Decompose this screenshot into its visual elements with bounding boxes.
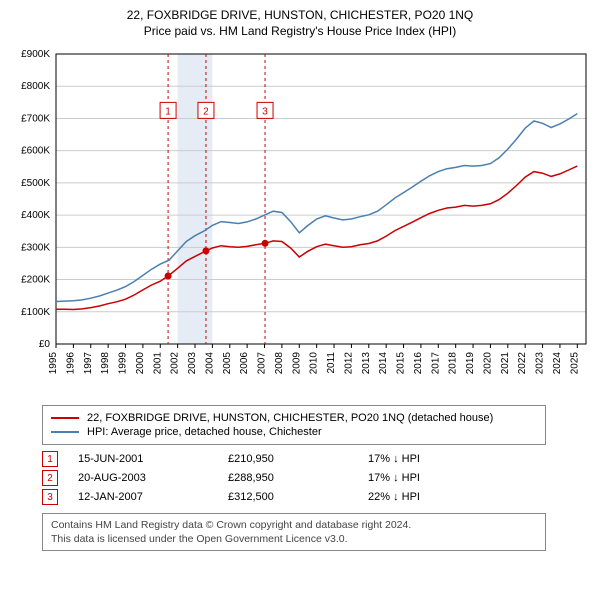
svg-text:2023: 2023 xyxy=(535,352,546,375)
svg-text:1996: 1996 xyxy=(65,352,76,375)
price-chart: £0 £100K £200K £300K £400K £500K £600K £700K £80… xyxy=(8,44,592,399)
svg-text:2: 2 xyxy=(203,106,209,117)
svg-text:2014: 2014 xyxy=(378,352,389,375)
marker-row: 3 12-JAN-2007 £312,500 22% ↓ HPI xyxy=(42,489,546,505)
svg-text:£600K: £600K xyxy=(21,146,50,157)
marker-row: 2 20-AUG-2003 £288,950 17% ↓ HPI xyxy=(42,470,546,486)
title-line1: 22, FOXBRIDGE DRIVE, HUNSTON, CHICHESTER… xyxy=(8,8,592,22)
svg-text:£0: £0 xyxy=(39,339,51,350)
svg-text:1995: 1995 xyxy=(48,352,59,375)
legend-box: 22, FOXBRIDGE DRIVE, HUNSTON, CHICHESTER… xyxy=(42,405,546,445)
svg-text:1: 1 xyxy=(165,106,171,117)
svg-text:1999: 1999 xyxy=(118,352,129,375)
marker-price: £312,500 xyxy=(228,491,368,503)
svg-text:2021: 2021 xyxy=(500,352,511,375)
legend-label-property: 22, FOXBRIDGE DRIVE, HUNSTON, CHICHESTER… xyxy=(87,412,493,424)
svg-text:2007: 2007 xyxy=(257,352,268,375)
svg-text:2019: 2019 xyxy=(465,352,476,375)
marker-pct: 17% ↓ HPI xyxy=(368,472,488,484)
attribution-line2: This data is licensed under the Open Gov… xyxy=(51,532,537,546)
marker-badge: 3 xyxy=(42,489,58,505)
svg-text:£100K: £100K xyxy=(21,307,50,318)
svg-text:2009: 2009 xyxy=(291,352,302,375)
legend-row-property: 22, FOXBRIDGE DRIVE, HUNSTON, CHICHESTER… xyxy=(51,412,537,424)
marker-badge: 2 xyxy=(42,470,58,486)
svg-text:£400K: £400K xyxy=(21,210,50,221)
svg-text:2015: 2015 xyxy=(396,352,407,375)
svg-text:2024: 2024 xyxy=(552,352,563,375)
sales-markers-table: 1 15-JUN-2001 £210,950 17% ↓ HPI 2 20-AU… xyxy=(42,451,546,505)
svg-text:2011: 2011 xyxy=(326,352,337,374)
svg-text:£900K: £900K xyxy=(21,49,50,60)
svg-text:£800K: £800K xyxy=(21,81,50,92)
svg-text:2025: 2025 xyxy=(569,352,580,375)
svg-text:2006: 2006 xyxy=(239,352,250,375)
svg-text:2017: 2017 xyxy=(430,352,441,375)
svg-text:2012: 2012 xyxy=(343,352,354,375)
marker-price: £288,950 xyxy=(228,472,368,484)
marker-pct: 17% ↓ HPI xyxy=(368,453,488,465)
svg-text:1997: 1997 xyxy=(83,352,94,375)
chart-svg: £0 £100K £200K £300K £400K £500K £600K £700K £80… xyxy=(8,44,592,399)
svg-text:2018: 2018 xyxy=(448,352,459,375)
chart-title-block: 22, FOXBRIDGE DRIVE, HUNSTON, CHICHESTER… xyxy=(8,8,592,38)
marker-date: 12-JAN-2007 xyxy=(78,491,228,503)
svg-text:2016: 2016 xyxy=(413,352,424,375)
marker-date: 20-AUG-2003 xyxy=(78,472,228,484)
svg-text:2013: 2013 xyxy=(361,352,372,375)
svg-text:2004: 2004 xyxy=(204,352,215,375)
marker-row: 1 15-JUN-2001 £210,950 17% ↓ HPI xyxy=(42,451,546,467)
svg-text:2003: 2003 xyxy=(187,352,198,375)
svg-text:2008: 2008 xyxy=(274,352,285,375)
marker-date: 15-JUN-2001 xyxy=(78,453,228,465)
svg-text:£200K: £200K xyxy=(21,275,50,286)
svg-text:£500K: £500K xyxy=(21,178,50,189)
legend-swatch-hpi xyxy=(51,431,79,433)
attribution-line1: Contains HM Land Registry data © Crown c… xyxy=(51,518,537,532)
svg-text:2020: 2020 xyxy=(482,352,493,375)
svg-text:1998: 1998 xyxy=(100,352,111,375)
svg-text:2002: 2002 xyxy=(170,352,181,375)
attribution-box: Contains HM Land Registry data © Crown c… xyxy=(42,513,546,551)
title-line2: Price paid vs. HM Land Registry's House … xyxy=(8,24,592,38)
svg-text:£700K: £700K xyxy=(21,113,50,124)
svg-text:2010: 2010 xyxy=(309,352,320,375)
legend-row-hpi: HPI: Average price, detached house, Chic… xyxy=(51,426,537,438)
svg-text:£300K: £300K xyxy=(21,242,50,253)
svg-text:2022: 2022 xyxy=(517,352,528,375)
svg-text:3: 3 xyxy=(262,106,268,117)
legend-label-hpi: HPI: Average price, detached house, Chic… xyxy=(87,426,322,438)
svg-text:2001: 2001 xyxy=(152,352,163,375)
marker-pct: 22% ↓ HPI xyxy=(368,491,488,503)
svg-text:2000: 2000 xyxy=(135,352,146,375)
svg-text:2005: 2005 xyxy=(222,352,233,375)
marker-price: £210,950 xyxy=(228,453,368,465)
marker-badge: 1 xyxy=(42,451,58,467)
legend-swatch-property xyxy=(51,417,79,419)
